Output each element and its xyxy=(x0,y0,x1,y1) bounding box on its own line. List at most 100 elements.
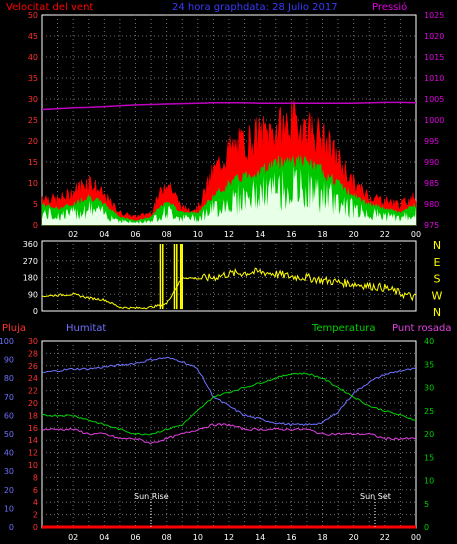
thp-x-tick: 06 xyxy=(130,533,140,542)
thp-x-tick: 10 xyxy=(193,533,203,542)
humidity-y-tick: 60 xyxy=(4,411,14,420)
thp-x-tick: 08 xyxy=(162,533,172,542)
wind-x-tick: 10 xyxy=(193,230,203,239)
pressure-y-tick: 1010 xyxy=(424,74,444,83)
direction-panel-frame xyxy=(41,240,417,312)
humidity-y-tick: 70 xyxy=(4,393,14,402)
dewpoint-label: Punt rosada xyxy=(392,323,451,334)
rain-y-tick: 24 xyxy=(28,374,38,383)
sunset-label: Sun Set xyxy=(360,492,391,501)
rain-y-tick: 10 xyxy=(28,461,38,470)
wind-x-tick: 12 xyxy=(224,230,234,239)
wind-speed-title: Velocitat del vent xyxy=(6,2,93,13)
temperature-y-tick: 35 xyxy=(424,360,434,369)
direction-y-tick: 180 xyxy=(23,274,38,283)
pressure-y-tick: 1025 xyxy=(424,11,444,20)
pressure-y-tick: 990 xyxy=(424,158,439,167)
wind-x-tick: 14 xyxy=(255,230,265,239)
temperature-y-tick: 40 xyxy=(424,337,434,346)
temperature-y-tick: 5 xyxy=(424,500,429,509)
humidity-y-tick: 40 xyxy=(4,449,14,458)
humidity-y-tick: 20 xyxy=(4,486,14,495)
rain-label: Pluja xyxy=(2,323,26,334)
wind-y-tick: 0 xyxy=(33,221,38,230)
pressure-y-tick: 1000 xyxy=(424,116,444,125)
ticks-layer: 0510152025303540455097598098599099510001… xyxy=(0,11,444,542)
rain-y-tick: 6 xyxy=(33,486,38,495)
wind-y-tick: 50 xyxy=(28,11,38,20)
humidity-y-tick: 0 xyxy=(9,523,14,532)
wind-y-tick: 35 xyxy=(28,74,38,83)
pressure-title: Pressió xyxy=(372,1,407,13)
wind-x-tick: 16 xyxy=(286,230,296,239)
graph-date-title: 24 hora graphdata: 28 Julio 2017 xyxy=(172,2,338,13)
thp-x-tick: 04 xyxy=(99,533,109,542)
humidity-label: Humitat xyxy=(66,323,106,334)
wind-x-tick: 04 xyxy=(99,230,109,239)
temperature-label: Temperatura xyxy=(311,323,376,334)
wind-x-tick: 06 xyxy=(130,230,140,239)
direction-y-tick: 270 xyxy=(23,257,38,266)
wind-y-tick: 5 xyxy=(33,200,38,209)
compass-label: N xyxy=(433,239,441,252)
rain-y-tick: 0 xyxy=(33,523,38,532)
dewpoint-line xyxy=(41,423,417,445)
wind-y-tick: 10 xyxy=(28,179,38,188)
wind-x-tick: 22 xyxy=(380,230,390,239)
humidity-y-tick: 50 xyxy=(4,430,14,439)
thp-x-tick: 20 xyxy=(349,533,359,542)
pressure-line xyxy=(41,101,417,111)
direction-line xyxy=(41,267,417,310)
pressure-y-tick: 975 xyxy=(424,221,439,230)
direction-y-tick: 90 xyxy=(28,290,38,299)
compass-label: W xyxy=(432,289,443,302)
sunrise-label: Sun Rise xyxy=(134,492,169,501)
wind-x-tick: 02 xyxy=(68,230,78,239)
rain-y-tick: 30 xyxy=(28,337,38,346)
humidity-line xyxy=(41,356,417,427)
temperature-y-tick: 0 xyxy=(424,523,429,532)
rain-y-tick: 16 xyxy=(28,424,38,433)
pressure-y-tick: 1005 xyxy=(424,95,444,104)
humidity-y-tick: 90 xyxy=(4,356,14,365)
rain-y-tick: 28 xyxy=(28,349,38,358)
temperature-y-tick: 20 xyxy=(424,430,434,439)
compass-label: E xyxy=(434,256,441,269)
rain-y-tick: 22 xyxy=(28,387,38,396)
wind-y-tick: 40 xyxy=(28,53,38,62)
temperature-y-tick: 10 xyxy=(424,477,434,486)
pressure-y-tick: 980 xyxy=(424,200,439,209)
temperature-y-tick: 25 xyxy=(424,407,434,416)
humidity-y-tick: 100 xyxy=(0,337,14,346)
wind-x-tick: 00 xyxy=(411,230,421,239)
thp-x-tick: 16 xyxy=(286,533,296,542)
compass-label: N xyxy=(433,306,441,319)
wind-y-tick: 30 xyxy=(28,95,38,104)
wind-y-tick: 20 xyxy=(28,137,38,146)
rain-y-tick: 14 xyxy=(28,436,38,445)
rain-y-tick: 12 xyxy=(28,449,38,458)
wind-x-tick: 18 xyxy=(317,230,327,239)
direction-y-tick: 360 xyxy=(23,240,38,249)
wind-x-tick: 20 xyxy=(349,230,359,239)
rain-y-tick: 20 xyxy=(28,399,38,408)
thp-x-tick: 22 xyxy=(380,533,390,542)
wind-y-tick: 25 xyxy=(28,116,38,125)
rain-y-tick: 4 xyxy=(33,498,38,507)
wind-y-tick: 15 xyxy=(28,158,38,167)
rain-y-tick: 26 xyxy=(28,362,38,371)
temperature-y-tick: 15 xyxy=(424,453,434,462)
pressure-y-tick: 985 xyxy=(424,179,439,188)
wind-x-tick: 08 xyxy=(162,230,172,239)
humidity-y-tick: 10 xyxy=(4,504,14,513)
pressure-y-tick: 995 xyxy=(424,137,439,146)
temperature-y-tick: 30 xyxy=(424,384,434,393)
wind-y-tick: 45 xyxy=(28,32,38,41)
thp-x-tick: 02 xyxy=(68,533,78,542)
rain-y-tick: 18 xyxy=(28,411,38,420)
rain-y-tick: 8 xyxy=(33,473,38,482)
thp-x-tick: 12 xyxy=(224,533,234,542)
rain-y-tick: 2 xyxy=(33,511,38,520)
